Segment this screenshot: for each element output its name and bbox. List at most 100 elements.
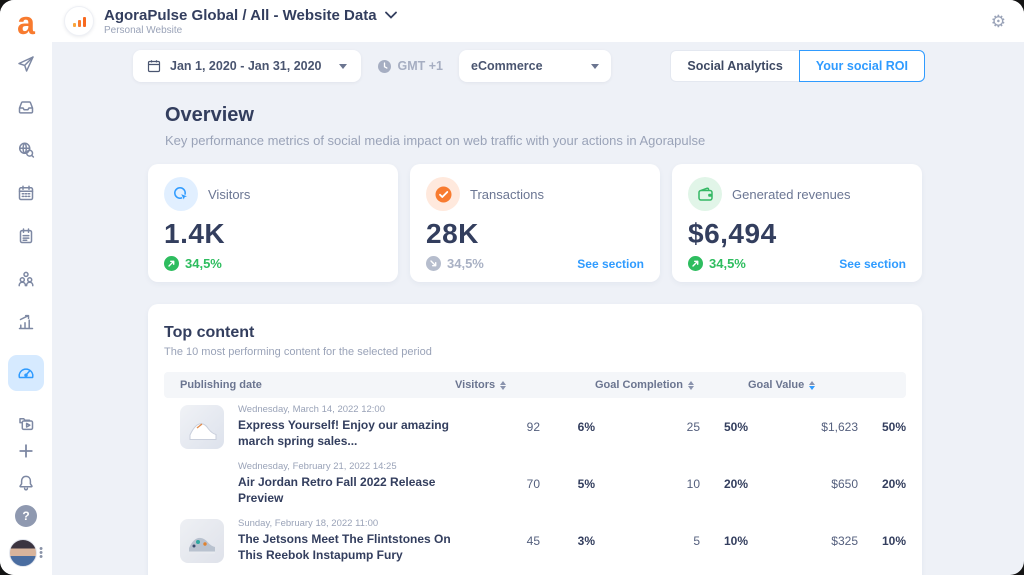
publish-date: Wednesday, March 14, 2022 12:00	[238, 403, 385, 415]
sidebar-item-notifications[interactable]	[8, 465, 44, 501]
top-content-subtitle: The 10 most performing content for the s…	[164, 346, 432, 358]
agorapulse-logo[interactable]: a	[17, 5, 35, 41]
metric-change: 34,5%	[164, 256, 222, 271]
goal-value-pct: 10%	[881, 533, 906, 548]
sidebar-item-add[interactable]	[8, 433, 44, 469]
top-content-title: Top content	[164, 324, 255, 341]
goal-completion-pct: 50%	[723, 419, 748, 434]
metric-label: Visitors	[208, 186, 251, 202]
page-subtitle: Personal Website	[104, 24, 183, 36]
table-row[interactable]: Sunday, February 18, 2022 11:00 The Jets…	[164, 512, 906, 569]
publish-date: Wednesday, February 21, 2022 14:25	[238, 460, 397, 472]
goal-value-pct: 50%	[881, 419, 906, 434]
col-goal-completion[interactable]: Goal Completion	[595, 379, 748, 391]
top-header: AgoraPulse Global / All - Website Data P…	[52, 0, 1024, 42]
metric-cards: Visitors 1.4K 34,5%	[148, 164, 922, 282]
clock-icon	[377, 59, 391, 73]
metric-value: $6,494	[688, 218, 777, 249]
filters-toolbar: Jan 1, 2020 - Jan 31, 2020 GMT +1 eComme…	[52, 42, 1024, 90]
overview-title: Overview	[165, 104, 254, 126]
trend-down-icon	[426, 256, 441, 271]
send-icon	[18, 56, 34, 72]
sort-icon[interactable]	[500, 380, 507, 390]
publish-date: Sunday, February 18, 2022 11:00	[238, 517, 379, 529]
gear-icon[interactable]: ⚙	[990, 11, 1006, 31]
sort-icon[interactable]	[688, 380, 694, 390]
goal-completion-value: 25	[686, 419, 700, 434]
sidebar-item-roi-dashboard[interactable]	[8, 355, 44, 391]
trend-up-icon	[164, 256, 179, 271]
view-toggle: Social Analytics Your social ROI	[670, 50, 925, 82]
help-button[interactable]: ?	[15, 505, 37, 527]
sidebar-item-publishing[interactable]	[8, 46, 44, 82]
folder-play-icon	[19, 418, 34, 431]
sidebar-nav	[8, 54, 44, 434]
metric-change: 34,5%	[426, 256, 484, 271]
content-title: The Jetsons Meet The Flintstones On This…	[238, 531, 451, 562]
content-thumbnail	[180, 518, 224, 563]
user-menu: • • •	[9, 539, 43, 567]
content-title: Air Jordan Retro Fall 2022 Release Previ…	[238, 474, 436, 505]
metric-value: 28K	[426, 218, 479, 249]
content-thumbnail	[180, 404, 224, 449]
kebab-menu-icon[interactable]: • • •	[39, 543, 43, 563]
sidebar-item-inbox[interactable]	[8, 89, 44, 125]
top-content-card: Top content The 10 most performing conte…	[148, 304, 922, 575]
sort-icon-active[interactable]	[809, 380, 816, 390]
goal-value: $1,623	[821, 419, 858, 434]
team-icon	[18, 271, 34, 287]
plus-icon	[19, 444, 33, 458]
visitors-value: 92	[526, 419, 540, 434]
goal-completion-pct: 20%	[723, 476, 748, 491]
see-section-link[interactable]: See section	[839, 256, 906, 271]
chevron-down-icon[interactable]	[384, 11, 397, 19]
notepad-icon	[19, 228, 33, 244]
col-goal-value[interactable]: Goal Value	[748, 379, 906, 391]
metric-card-revenues: Generated revenues $6,494 34,5% See sect…	[672, 164, 922, 282]
table-row[interactable]: Wednesday, March 14, 2022 12:00 Express …	[164, 398, 906, 455]
sidebar-item-team[interactable]	[8, 261, 44, 297]
content-title: Express Yourself! Enjoy our amazing marc…	[238, 417, 449, 448]
goal-completion-value: 10	[686, 476, 700, 491]
caret-down-icon	[338, 63, 347, 69]
overview-subtitle: Key performance metrics of social media …	[165, 133, 706, 148]
profile-titles: AgoraPulse Global / All - Website Data P…	[104, 7, 397, 36]
segment-select[interactable]: eCommerce	[459, 50, 611, 82]
table-header: Publishing date Visitors Goal Completion…	[164, 372, 906, 398]
content-area: Overview Key performance metrics of soci…	[52, 90, 1024, 575]
calendar-icon	[18, 185, 34, 201]
metric-label: Transactions	[470, 186, 544, 202]
sidebar-item-listening[interactable]	[8, 132, 44, 168]
metric-label: Generated revenues	[732, 186, 851, 202]
sidebar-item-media-library[interactable]	[8, 406, 44, 442]
visitors-value: 45	[526, 533, 540, 548]
calendar-icon	[147, 60, 161, 73]
see-section-link[interactable]: See section	[577, 256, 644, 271]
metric-card-visitors: Visitors 1.4K 34,5%	[148, 164, 398, 282]
date-range-value: Jan 1, 2020 - Jan 31, 2020	[170, 59, 322, 73]
goal-value-pct: 20%	[881, 476, 906, 491]
sidebar-item-notes[interactable]	[8, 218, 44, 254]
bar-chart-icon	[64, 6, 94, 36]
social-roi-button[interactable]: Your social ROI	[798, 50, 925, 82]
user-avatar[interactable]	[9, 539, 38, 567]
timezone-indicator: GMT +1	[377, 59, 443, 74]
sidebar-item-calendar[interactable]	[8, 175, 44, 211]
globe-search-icon	[18, 142, 35, 158]
col-visitors[interactable]: Visitors	[455, 379, 595, 391]
table-row[interactable]: Wednesday, February 21, 2022 14:25 Air J…	[164, 455, 906, 512]
inbox-icon	[18, 101, 34, 114]
gauge-icon	[18, 368, 34, 379]
social-analytics-button[interactable]: Social Analytics	[670, 50, 799, 82]
segment-select-value: eCommerce	[471, 59, 543, 73]
visitors-pct: 6%	[577, 419, 595, 434]
visitors-value: 70	[526, 476, 540, 491]
bell-icon	[19, 475, 33, 491]
metric-change: 34,5%	[688, 256, 746, 271]
sidebar-item-reports[interactable]	[8, 304, 44, 340]
goal-completion-pct: 10%	[723, 533, 748, 548]
date-range-picker[interactable]: Jan 1, 2020 - Jan 31, 2020	[133, 50, 361, 82]
stats-icon	[18, 314, 34, 330]
transactions-check-icon	[426, 177, 460, 211]
